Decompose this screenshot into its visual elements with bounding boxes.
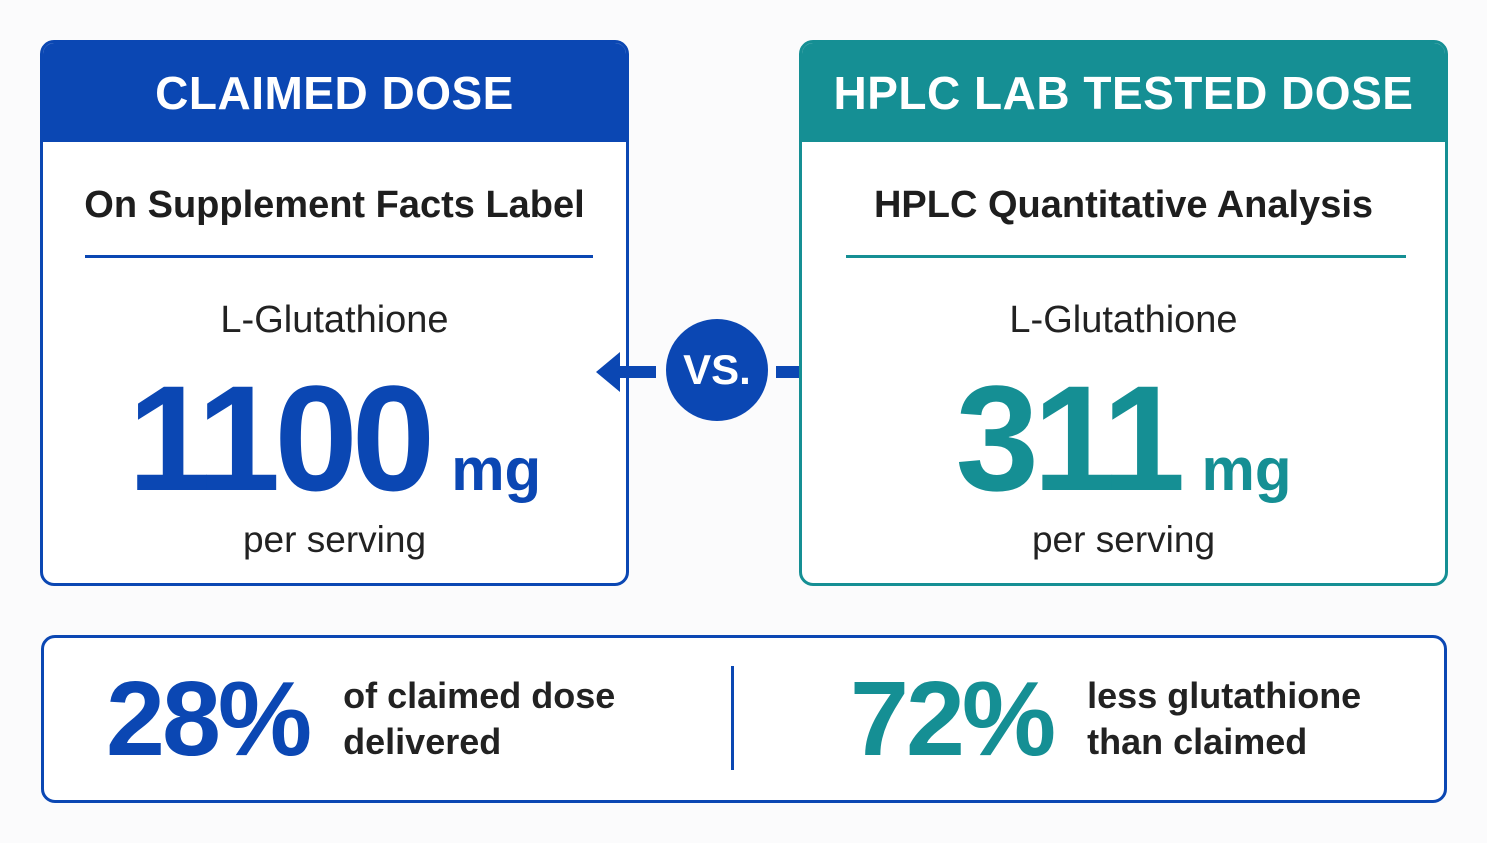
delivered-description: of claimed dose delivered (343, 673, 615, 765)
shortfall-stat: 72% less glutathione than claimed (850, 638, 1361, 800)
delivered-percent: 28% (106, 659, 312, 778)
shortfall-description: less glutathione than claimed (1087, 673, 1361, 765)
claimed-per-serving: per serving (242, 519, 427, 560)
claimed-dose-header: CLAIMED DOSE (43, 43, 626, 142)
claimed-dose-divider (85, 255, 593, 258)
claimed-dose-subtitle: On Supplement Facts Label (84, 184, 585, 226)
summary-panel: 28% of claimed dose delivered 72% less g… (41, 635, 1447, 803)
tested-dose-card: HPLC LAB TESTED DOSE HPLC Quantitative A… (799, 40, 1448, 586)
tested-dose-header: HPLC LAB TESTED DOSE (802, 43, 1445, 142)
tested-dose-unit: mg (1201, 436, 1292, 503)
vs-badge: VS. (666, 319, 768, 421)
claimed-dose-unit: mg (451, 436, 542, 503)
shortfall-description-line2: than claimed (1087, 721, 1308, 762)
tested-dose-row: 311 mg (802, 354, 1445, 522)
tested-per-serving: per serving (1031, 519, 1216, 560)
shortfall-description-line1: less glutathione (1087, 675, 1362, 716)
delivered-description-line1: of claimed dose (343, 675, 616, 716)
shortfall-percent: 72% (850, 659, 1056, 778)
arrow-left-icon (596, 352, 656, 392)
claimed-compound-name: L-Glutathione (220, 299, 449, 341)
claimed-dose-row: 1100 mg (43, 354, 626, 522)
tested-dose-value: 311 (955, 354, 1186, 522)
claimed-dose-card: CLAIMED DOSE On Supplement Facts Label L… (40, 40, 629, 586)
delivered-stat: 28% of claimed dose delivered (106, 638, 615, 800)
claimed-dose-value: 1100 (127, 354, 435, 522)
tested-compound-name: L-Glutathione (1009, 299, 1238, 341)
tested-dose-divider (846, 255, 1406, 258)
delivered-description-line2: delivered (343, 721, 502, 762)
tested-dose-subtitle: HPLC Quantitative Analysis (873, 184, 1374, 226)
summary-divider (731, 666, 734, 770)
